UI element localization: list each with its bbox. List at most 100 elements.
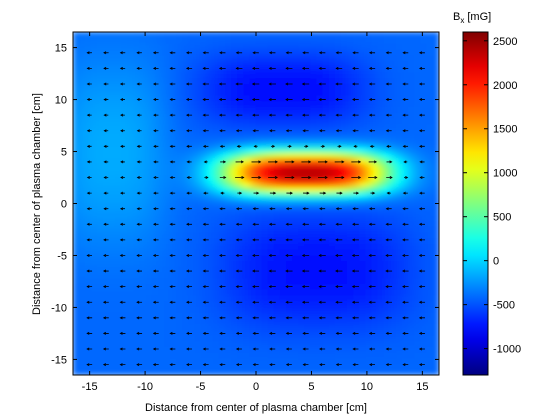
heatmap-cell xyxy=(170,94,178,102)
heatmap-cell xyxy=(310,134,318,142)
heatmap-cell xyxy=(127,65,135,73)
heatmap-cell xyxy=(292,271,300,279)
heatmap-cell xyxy=(359,351,367,359)
heatmap-cell xyxy=(310,311,318,319)
heatmap-cell xyxy=(340,311,348,319)
heatmap-cell xyxy=(109,32,117,39)
heatmap-cell xyxy=(267,191,275,199)
heatmap-cell xyxy=(408,368,416,375)
heatmap-cell xyxy=(292,254,300,262)
heatmap-cell xyxy=(225,243,233,250)
quiver-arrowhead xyxy=(235,253,239,257)
heatmap-cell xyxy=(218,42,226,50)
heatmap-cell xyxy=(371,220,379,227)
heatmap-cell xyxy=(328,283,336,290)
heatmap-cell xyxy=(371,340,379,347)
heatmap-cell xyxy=(225,60,233,67)
heatmap-cell xyxy=(322,260,330,267)
heatmap-cell xyxy=(322,271,330,279)
quiver-arrowhead xyxy=(385,129,389,133)
heatmap-cell xyxy=(286,65,294,73)
heatmap-cell xyxy=(194,42,202,50)
heatmap-cell xyxy=(157,317,165,325)
heatmap-cell xyxy=(304,328,312,336)
heatmap-cell xyxy=(298,48,306,56)
heatmap-cell xyxy=(139,294,147,302)
heatmap-cell xyxy=(127,77,135,84)
heatmap-cell xyxy=(395,191,403,199)
quiver-arrowhead xyxy=(120,98,124,102)
quiver-arrowhead xyxy=(341,160,345,164)
heatmap-cell xyxy=(371,197,379,204)
heatmap-cell xyxy=(310,351,318,359)
heatmap-cell xyxy=(151,88,159,96)
quiver-arrowhead xyxy=(403,160,407,164)
heatmap-cell xyxy=(395,100,403,107)
quiver-arrowhead xyxy=(374,176,378,180)
heatmap-cell xyxy=(353,88,361,96)
heatmap-cell xyxy=(365,54,373,62)
heatmap-cell xyxy=(200,214,208,222)
heatmap-cell xyxy=(164,60,172,67)
heatmap-cell xyxy=(121,323,129,330)
heatmap-cell xyxy=(182,134,190,142)
heatmap-cell xyxy=(145,220,153,227)
heatmap-cell xyxy=(176,288,184,296)
heatmap-cell xyxy=(78,345,86,353)
heatmap-cell xyxy=(115,140,123,147)
heatmap-cell xyxy=(157,145,165,153)
heatmap-cell xyxy=(121,168,129,176)
heatmap-cell xyxy=(353,42,361,50)
heatmap-cell xyxy=(212,174,220,182)
heatmap-cell xyxy=(115,37,123,44)
heatmap-cell xyxy=(316,248,324,256)
heatmap-cell xyxy=(73,77,80,84)
heatmap-cell xyxy=(206,111,214,119)
heatmap-cell xyxy=(267,328,275,336)
heatmap-cell xyxy=(109,368,117,375)
heatmap-cell xyxy=(401,265,409,273)
heatmap-cell xyxy=(432,254,439,262)
heatmap-cell xyxy=(133,60,141,67)
heatmap-cell xyxy=(139,185,147,193)
heatmap-cell xyxy=(157,128,165,136)
heatmap-cell xyxy=(255,357,263,365)
heatmap-cell xyxy=(328,134,336,142)
heatmap-cell xyxy=(157,185,165,193)
heatmap-cell xyxy=(359,134,367,142)
heatmap-cell xyxy=(237,157,245,164)
heatmap-cell xyxy=(96,54,104,62)
heatmap-cell xyxy=(347,37,355,44)
heatmap-cell xyxy=(249,128,257,136)
heatmap-cell xyxy=(310,340,318,347)
quiver-arrowhead xyxy=(169,316,173,320)
heatmap-cell xyxy=(401,157,409,164)
heatmap-cell xyxy=(200,128,208,136)
heatmap-cell xyxy=(432,180,439,187)
heatmap-cell xyxy=(383,254,391,262)
heatmap-cell xyxy=(408,265,416,273)
heatmap-cell xyxy=(237,94,245,102)
heatmap-cell xyxy=(249,185,257,193)
heatmap-cell xyxy=(298,243,306,250)
heatmap-cell xyxy=(176,294,184,302)
heatmap-cell xyxy=(395,254,403,262)
heatmap-cell xyxy=(243,254,251,262)
heatmap-cell xyxy=(347,48,355,56)
heatmap-cell xyxy=(292,237,300,245)
heatmap-cell xyxy=(334,248,342,256)
heatmap-cell xyxy=(414,157,422,164)
quiver-arrowhead xyxy=(86,222,90,226)
heatmap-cell xyxy=(420,363,428,370)
quiver-arrowhead xyxy=(339,191,343,195)
heatmap-cell xyxy=(279,231,287,239)
heatmap-cell xyxy=(243,265,251,273)
quiver-arrowhead xyxy=(169,331,173,335)
heatmap-cell xyxy=(395,94,403,102)
quiver-arrowhead xyxy=(318,331,323,335)
heatmap-cell xyxy=(353,368,361,375)
heatmap-cell xyxy=(157,300,165,307)
heatmap-cell xyxy=(121,94,129,102)
heatmap-cell xyxy=(151,203,159,210)
quiver-arrowhead xyxy=(258,160,262,164)
